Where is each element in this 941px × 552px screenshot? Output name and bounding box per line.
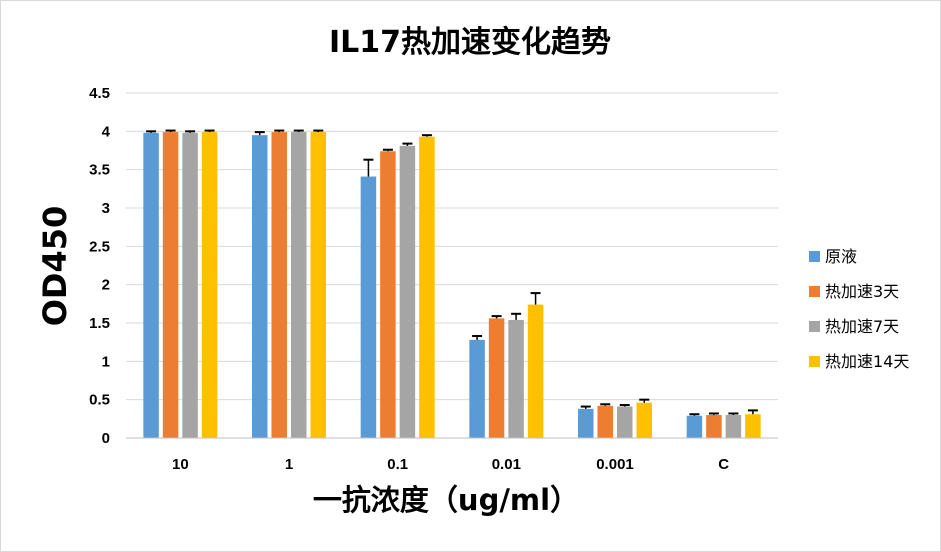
bar: [488, 318, 505, 438]
y-tick-label: 3: [102, 200, 110, 217]
legend-label: 热加速14天: [825, 352, 909, 371]
legend-label: 原液: [825, 247, 857, 266]
bar: [636, 402, 652, 438]
y-tick-label: 4: [102, 123, 111, 140]
bar: [527, 304, 544, 438]
bar: [291, 132, 307, 438]
chart-title: IL17热加速变化趋势: [329, 25, 611, 60]
legend-swatch: [809, 356, 820, 367]
y-tick-label: 3.5: [89, 162, 110, 179]
bar: [182, 132, 198, 438]
bar: [201, 132, 218, 438]
x-tick-label: 0.001: [596, 456, 634, 473]
bar: [508, 319, 524, 438]
legend-swatch: [809, 286, 820, 297]
legend-swatch: [809, 321, 820, 332]
x-tick-label: 1: [285, 456, 293, 473]
legend-label: 热加速7天: [825, 317, 899, 336]
y-tick-label: 2: [102, 277, 110, 294]
x-tick-label: 0.1: [387, 456, 408, 473]
y-tick-label: 4.5: [89, 85, 110, 102]
y-tick-label: 1.5: [89, 315, 110, 332]
bar: [578, 408, 594, 438]
bar: [399, 145, 416, 438]
bar: [706, 415, 722, 438]
bar: [310, 132, 326, 438]
bar: [143, 132, 159, 438]
y-tick-label: 2.5: [89, 238, 110, 255]
bar: [271, 132, 287, 438]
bars: [143, 129, 761, 439]
bar: [725, 415, 742, 438]
bar: [380, 151, 396, 438]
y-axis-title: OD450: [36, 206, 74, 327]
bar: [419, 136, 435, 438]
x-tick-label: C: [718, 456, 729, 473]
y-tick-label: 0.5: [89, 392, 110, 409]
bar: [686, 415, 703, 438]
x-axis-title: 一抗浓度（ug/ml）: [313, 483, 579, 517]
bar: [252, 135, 268, 438]
bar: [597, 405, 613, 438]
y-tick-label: 0: [102, 430, 110, 447]
legend-label: 热加速3天: [825, 282, 899, 301]
bar: [360, 176, 377, 439]
x-tick-label: 0.01: [492, 456, 521, 473]
bar: [469, 339, 485, 438]
bar: [617, 406, 633, 438]
gridlines: [126, 92, 778, 401]
y-tick-label: 1: [102, 353, 110, 370]
axes: 0 0.5 1 1.5 2 2.5 3 3.5 4 4.5 10 1 0.1 0.01 0.001 C: [89, 85, 778, 473]
legend-swatch: [809, 251, 820, 262]
bar: [162, 132, 179, 438]
x-tick-label: 10: [172, 456, 189, 473]
bar: [745, 414, 761, 438]
